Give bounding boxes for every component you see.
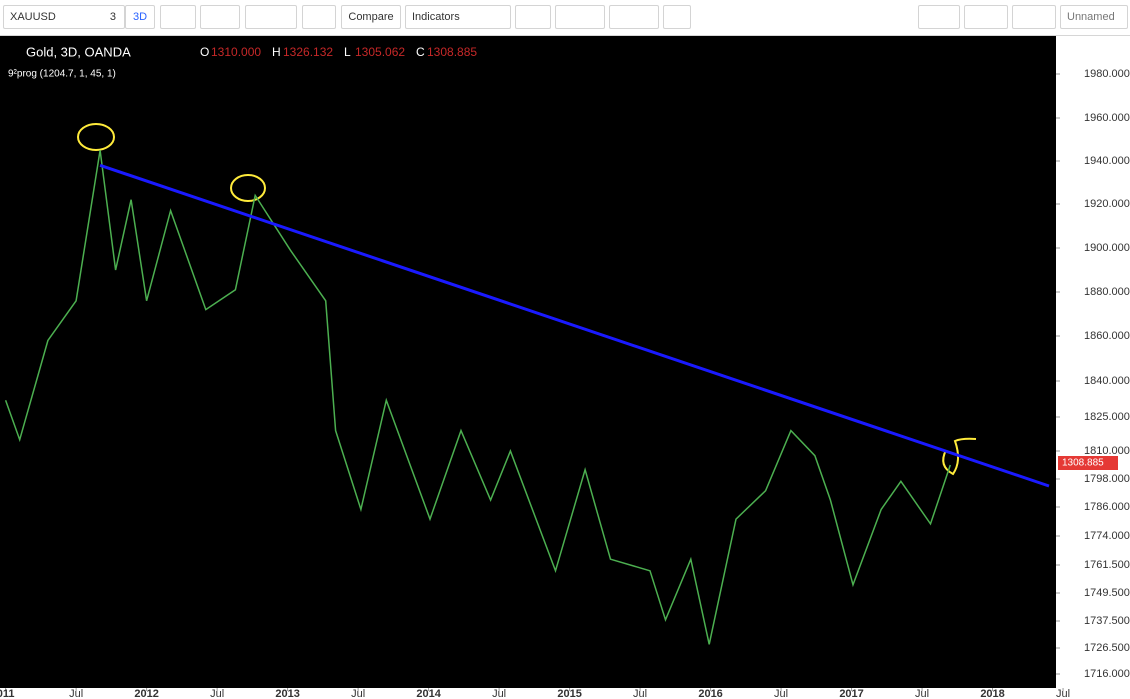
- highlight: [77, 123, 115, 151]
- y-tick-label: 1749.500: [1084, 587, 1130, 599]
- y-tick-label: 1786.000: [1084, 501, 1130, 513]
- y-tick-label: 1798.000: [1084, 473, 1130, 485]
- x-tick-label: 2018: [980, 688, 1004, 699]
- compare[interactable]: Compare: [341, 5, 401, 29]
- highlight: [230, 174, 266, 202]
- plot-area: [0, 36, 1056, 688]
- low: 1305.062: [355, 45, 405, 59]
- fullscreen[interactable]: [663, 5, 691, 29]
- x-tick-label: Jul: [69, 688, 83, 699]
- y-tick-label: 1860.000: [1084, 330, 1130, 342]
- trendline: [99, 163, 1050, 488]
- x-tick-label: Jul: [492, 688, 506, 699]
- layout[interactable]: Unnamed: [1060, 5, 1128, 29]
- settings[interactable]: [302, 5, 336, 29]
- interval[interactable]: 3D: [125, 5, 155, 29]
- high: 1326.132: [283, 45, 333, 59]
- open: 1310.000: [211, 45, 261, 59]
- y-tick-label: 1880.000: [1084, 286, 1130, 298]
- bars-style[interactable]: [200, 5, 240, 29]
- close-label: C: [416, 45, 425, 59]
- undo-redo[interactable]: [609, 5, 659, 29]
- alert[interactable]: [515, 5, 551, 29]
- interval-text: 3D: [132, 11, 148, 23]
- x-tick-label: Jul: [633, 688, 647, 699]
- chart-title: Gold, 3D, OANDA: [26, 44, 131, 59]
- menu[interactable]: [160, 5, 196, 29]
- y-tick-label: 1726.500: [1084, 642, 1130, 654]
- symbol-box[interactable]: XAUUSD 3: [3, 5, 125, 29]
- count: 3: [109, 11, 116, 23]
- compare-text: Compare: [348, 11, 394, 23]
- y-tick-label: 1980.000: [1084, 68, 1130, 80]
- y-tick-label: 1774.000: [1084, 530, 1130, 542]
- y-tick-label: 1840.000: [1084, 375, 1130, 387]
- color-box[interactable]: [918, 5, 960, 29]
- toolbar: XAUUSD 3 3D Compare Indicators Unnamed: [0, 0, 1130, 36]
- candle-style[interactable]: [245, 5, 297, 29]
- y-tick-label: 1761.500: [1084, 559, 1130, 571]
- time-axis: [0, 688, 1056, 699]
- x-tick-label: 2016: [698, 688, 722, 699]
- indicator: 9²prog (1204.7, 1, 45, 1): [8, 69, 116, 80]
- y-tick-label: 1825.000: [1084, 411, 1130, 423]
- x-tick-label: Jul: [774, 688, 788, 699]
- indicators[interactable]: Indicators: [405, 5, 511, 29]
- y-tick-label: 1900.000: [1084, 242, 1130, 254]
- indicators-text: Indicators: [412, 11, 460, 23]
- y-tick-label: 1716.000: [1084, 668, 1130, 680]
- y-tick-label: 1810.000: [1084, 445, 1130, 457]
- price-tag: [1058, 456, 1118, 470]
- ideas[interactable]: [555, 5, 605, 29]
- highlight: [942, 437, 977, 476]
- x-tick-label: Jul: [915, 688, 929, 699]
- open-label: O: [200, 45, 209, 59]
- x-tick-label: 2015: [557, 688, 581, 699]
- layout-text: Unnamed: [1067, 11, 1115, 23]
- x-tick-label: 2017: [839, 688, 863, 699]
- cloud-load[interactable]: [964, 5, 1008, 29]
- x-tick-label: Jul: [351, 688, 365, 699]
- y-tick-label: 1940.000: [1084, 155, 1130, 167]
- close: 1308.885: [427, 45, 477, 59]
- y-tick-label: 1960.000: [1084, 112, 1130, 124]
- x-tick-label: Jul: [1056, 688, 1070, 699]
- low-label: L: [344, 45, 351, 59]
- cloud-save[interactable]: [1012, 5, 1056, 29]
- chart: Gold, 3D, OANDA O 1310.000 H 1326.132 L …: [0, 36, 1130, 699]
- x-tick-label: 2012: [134, 688, 158, 699]
- x-tick-label: 011: [0, 688, 15, 699]
- price-line: [4, 150, 952, 645]
- x-tick-label: 2013: [275, 688, 299, 699]
- high-label: H: [272, 45, 281, 59]
- symbol: XAUUSD: [10, 11, 56, 23]
- price-axis: [1056, 36, 1130, 699]
- y-tick-label: 1737.500: [1084, 615, 1130, 627]
- price-tag-text: 1308.885: [1062, 458, 1104, 469]
- x-tick-label: Jul: [210, 688, 224, 699]
- y-tick-label: 1920.000: [1084, 198, 1130, 210]
- x-tick-label: 2014: [416, 688, 441, 699]
